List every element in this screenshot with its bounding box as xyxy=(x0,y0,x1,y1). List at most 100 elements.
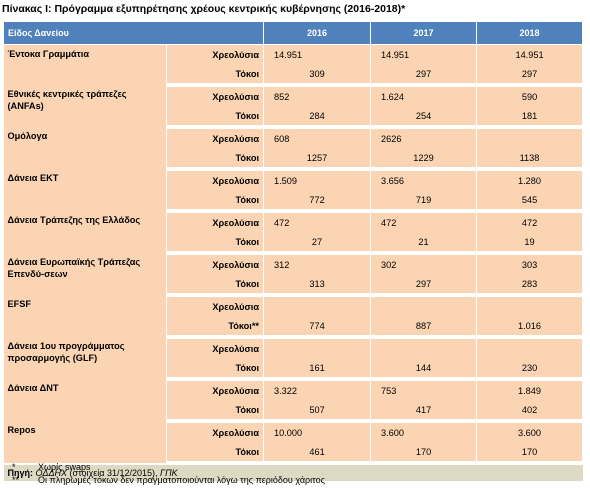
value-cell-2016: 27 xyxy=(263,232,372,255)
value-cell-2016: 14.951 xyxy=(263,44,372,64)
value-cell-2017: 887 xyxy=(370,316,478,339)
table-row: Τόκοι 1257 1229 1138 xyxy=(4,148,584,171)
value-cell-2016: 3.322 xyxy=(263,379,372,400)
source-agency: ΟΔΔΗΧ xyxy=(35,468,67,478)
value-cell-2017: 753 xyxy=(370,379,478,400)
source-cell: Πηγή: ΟΔΔΗΧ (στοιχεία 31/12/2015), ΓΠΚ xyxy=(3,462,583,481)
table-row: Τόκοι 461 170 170 xyxy=(4,442,584,465)
payment-kind-cell: Χρεολύσια xyxy=(166,211,265,232)
table-header-row: Είδος Δανείου 2016 2017 2018 xyxy=(2,21,584,45)
value-cell-2018 xyxy=(476,295,584,316)
value-cell-2018: 402 xyxy=(476,400,584,423)
payment-kind-cell: Χρεολύσια xyxy=(166,169,265,190)
footnote-text: Χωρίς swaps xyxy=(38,462,91,472)
table-row: Τόκοι 27 21 19 xyxy=(4,232,584,255)
payment-kind-cell: Τόκοι xyxy=(166,442,265,465)
loan-type-cell: Ομόλογα xyxy=(3,127,167,169)
value-cell-2018: 1.016 xyxy=(476,316,584,339)
payment-kind-cell: Χρεολύσια xyxy=(166,127,265,148)
payment-kind-cell: Χρεολύσια xyxy=(166,379,265,400)
payment-kind-cell: Χρεολύσια xyxy=(166,253,265,274)
table-row: EFSF Χρεολύσια xyxy=(3,295,584,337)
header-year-2018: 2018 xyxy=(476,21,584,45)
footnotes: * Χωρίς swaps ** Οι πληρωμές τόκων δεν π… xyxy=(12,461,325,487)
table-row: Δάνεια 1ου προγράμματος προσαρμογής (GLF… xyxy=(3,337,584,379)
table-row: Τόκοι 772 719 545 xyxy=(4,190,584,213)
loan-type-cell: EFSF xyxy=(3,295,167,337)
value-cell-2016: 313 xyxy=(263,274,372,297)
loan-type-cell: Δάνεια 1ου προγράμματος προσαρμογής (GLF… xyxy=(3,337,167,379)
value-cell-2017: 2626 xyxy=(370,127,478,148)
footnote-mark: ** xyxy=(12,475,20,485)
payment-kind-cell: Χρεολύσια xyxy=(166,421,265,442)
value-cell-2017 xyxy=(370,337,478,358)
loan-type-cell: Δάνεια Ευρωπαϊκής Τράπεζας Επενδύ-σεων xyxy=(3,253,167,295)
table-row: Τόκοι** 774 887 1.016 xyxy=(4,316,584,339)
payment-kind-cell: Τόκοι xyxy=(166,64,265,87)
value-cell-2016: 472 xyxy=(263,211,372,232)
value-cell-2016: 608 xyxy=(263,127,372,148)
table-row: Τόκοι 309 297 297 xyxy=(4,64,584,87)
table-row: Τόκοι 313 297 283 xyxy=(4,274,584,297)
table-row: Ομόλογα Χρεολύσια 608 2626 xyxy=(3,127,584,169)
table-row: Έντοκα Γραμμάτια Χρεολύσια 14.951 14.951 14.… xyxy=(3,44,584,85)
table-row: Τόκοι 284 254 181 xyxy=(4,106,584,129)
value-cell-2017: 21 xyxy=(370,232,478,255)
value-cell-2016: 507 xyxy=(263,400,372,423)
value-cell-2017: 3.656 xyxy=(370,169,478,190)
value-cell-2018: 3.600 xyxy=(476,421,584,442)
value-cell-2017: 170 xyxy=(370,442,478,465)
value-cell-2017: 3.600 xyxy=(370,421,478,442)
value-cell-2017: 417 xyxy=(370,400,478,423)
value-cell-2016: 312 xyxy=(263,253,372,274)
table-row: Δάνεια Τράπεζης της Ελλάδος Χρεολύσια 472 4… xyxy=(3,211,584,253)
value-cell-2016: 161 xyxy=(263,358,372,381)
value-cell-2018: 545 xyxy=(476,190,584,213)
value-cell-2018: 19 xyxy=(476,232,584,255)
source-detail: (στοιχεία 31/12/2015), xyxy=(69,468,158,478)
table-row: Τόκοι 161 144 230 xyxy=(4,358,584,381)
value-cell-2016 xyxy=(263,337,372,358)
payment-kind-cell: Τόκοι xyxy=(166,400,265,423)
value-cell-2018: 303 xyxy=(476,253,584,274)
value-cell-2016: 309 xyxy=(263,64,372,87)
table-row: Δάνεια ΕΚΤ Χρεολύσια 1.509 3.656 1.280 xyxy=(3,169,584,211)
loan-type-cell: Δάνεια ΕΚΤ xyxy=(3,169,167,211)
value-cell-2017: 719 xyxy=(370,190,478,213)
payment-kind-cell: Τόκοι xyxy=(166,274,265,297)
loan-type-cell: Δάνεια ΔΝΤ xyxy=(3,379,167,421)
value-cell-2018: 181 xyxy=(476,106,584,129)
value-cell-2017: 297 xyxy=(370,274,478,297)
payment-kind-cell: Τόκοι xyxy=(166,358,265,381)
table-row: Δάνεια ΔΝΤ Χρεολύσια 3.322 753 1.849 xyxy=(3,379,584,421)
table-row: Τόκοι 507 417 402 xyxy=(4,400,584,423)
value-cell-2017: 144 xyxy=(370,358,478,381)
loan-type-cell: Repos xyxy=(3,421,167,463)
value-cell-2018: 297 xyxy=(476,64,584,87)
value-cell-2016: 772 xyxy=(263,190,372,213)
table-row: Repos Χρεολύσια 10.000 3.600 3.600 xyxy=(3,421,584,463)
value-cell-2016: 1257 xyxy=(263,148,372,171)
payment-kind-cell: Χρεολύσια xyxy=(166,295,265,316)
loan-type-cell: Έντοκα Γραμμάτια xyxy=(3,44,167,85)
value-cell-2018: 170 xyxy=(476,442,584,465)
loan-type-cell: Εθνικές κεντρικές τράπεζες (ANFAs) xyxy=(3,85,167,127)
value-cell-2017: 1229 xyxy=(370,148,478,171)
footnote: * Χωρίς swaps xyxy=(12,461,325,474)
value-cell-2017: 14.951 xyxy=(370,44,478,64)
value-cell-2016: 461 xyxy=(263,442,372,465)
value-cell-2017 xyxy=(370,295,478,316)
source-other: ΓΠΚ xyxy=(160,468,178,478)
footnote-text: Οι πληρωμές τόκων δεν πραγματοποιούνται … xyxy=(38,475,325,485)
value-cell-2018: 1.849 xyxy=(476,379,584,400)
value-cell-2018: 1.280 xyxy=(476,169,584,190)
value-cell-2017: 302 xyxy=(370,253,478,274)
value-cell-2016: 852 xyxy=(263,85,372,106)
payment-kind-cell: Τόκοι xyxy=(166,232,265,255)
value-cell-2018 xyxy=(476,127,584,148)
value-cell-2017: 297 xyxy=(370,64,478,87)
value-cell-2018: 230 xyxy=(476,358,584,381)
value-cell-2016: 284 xyxy=(263,106,372,129)
value-cell-2018 xyxy=(476,337,584,358)
table-row: Εθνικές κεντρικές τράπεζες (ANFAs) Χρεολύ… xyxy=(3,85,584,127)
